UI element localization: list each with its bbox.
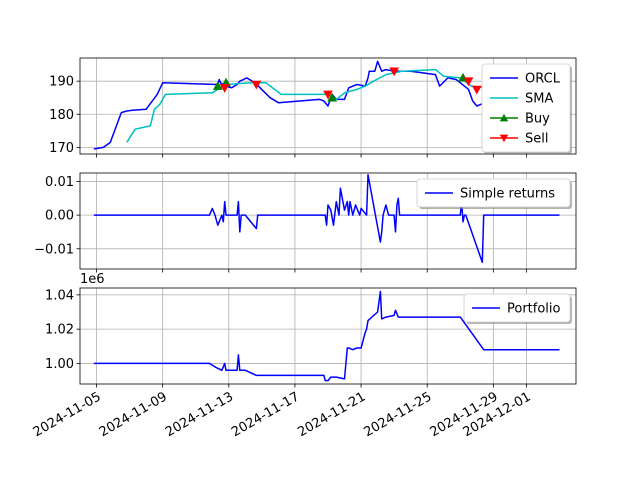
panel-returns: 0.01 0.00 −0.01 Simple returns xyxy=(34,172,577,273)
y-tick-label: 0.01 xyxy=(45,175,74,190)
sell-marker xyxy=(251,80,262,90)
series-line-simple-returns xyxy=(93,173,560,264)
y-offset-label: 1e6 xyxy=(80,272,105,287)
buy-marker xyxy=(212,81,223,90)
sell-marker xyxy=(463,77,474,87)
legend-label: SMA xyxy=(525,92,553,107)
legend-box xyxy=(463,293,571,323)
legend-box xyxy=(416,178,571,208)
plot-area xyxy=(93,290,560,382)
legend-label: Simple returns xyxy=(460,187,555,202)
sell-marker xyxy=(219,84,230,93)
y-tick-label: 1.02 xyxy=(45,323,74,338)
axes-frame xyxy=(79,172,577,270)
y-tick-label: 0.00 xyxy=(45,209,74,224)
y-tick-label: −0.01 xyxy=(34,242,74,257)
sell-marker xyxy=(389,67,400,77)
panel-portfolio: 1.00 1.02 1.04 1e6 Portfolio xyxy=(45,272,577,388)
plot-area xyxy=(93,173,560,264)
series-line-portfolio xyxy=(93,290,560,382)
sell-marker xyxy=(471,85,482,95)
legend: Portfolio xyxy=(463,293,572,324)
legend-label: Sell xyxy=(525,132,548,147)
legend-label: Portfolio xyxy=(507,302,561,317)
legend-swatch-marker xyxy=(499,134,509,143)
plot-area xyxy=(93,60,486,150)
legend-label: Buy xyxy=(525,112,550,127)
y-tick-label: 1.04 xyxy=(45,288,74,303)
legend-swatch-marker xyxy=(499,113,509,122)
y-tick-label: 190 xyxy=(49,75,74,90)
legend-box xyxy=(481,63,571,153)
legend: Simple returns xyxy=(416,178,572,209)
buy-marker xyxy=(327,92,338,102)
axes-frame xyxy=(79,57,577,155)
y-tick-label: 170 xyxy=(49,141,74,156)
y-tick-label: 180 xyxy=(49,108,74,123)
y-tick-label: 1.00 xyxy=(45,357,74,372)
chart-panels: 170 180 190 ORCL SMA Buy Sell 0.01 0.00 −0.01 Simp… xyxy=(34,57,577,388)
axes-frame xyxy=(79,287,577,385)
legend-label: ORCL xyxy=(525,72,561,87)
panel-price: 170 180 190 ORCL SMA Buy Sell xyxy=(49,57,577,158)
sell-marker xyxy=(323,90,333,100)
legend: ORCL SMA Buy Sell xyxy=(481,63,572,154)
